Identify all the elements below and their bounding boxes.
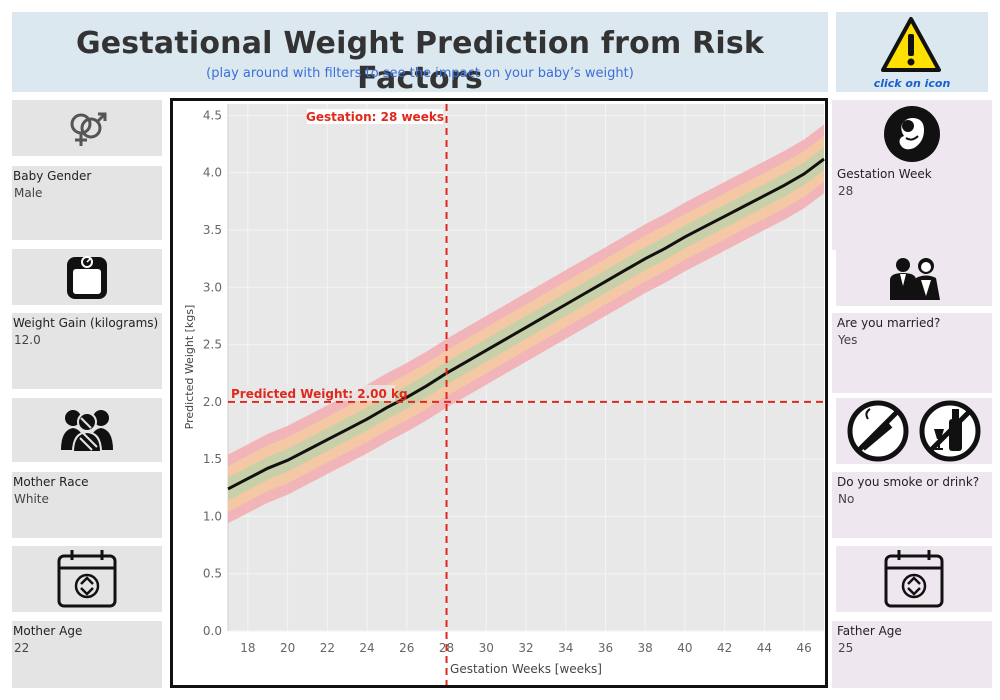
smoke-drink-icon-card	[836, 398, 992, 464]
gender-icon	[70, 112, 107, 146]
mother-race-filter[interactable]: Mother Race White	[12, 472, 162, 538]
y-tick-label: 1.5	[203, 452, 222, 466]
married-icon-card	[836, 250, 992, 306]
baby-gender-icon-card	[12, 100, 162, 156]
weight-gain-filter[interactable]: Weight Gain (kilograms) 12.0	[12, 313, 162, 389]
x-tick-label: 42	[717, 641, 732, 655]
weight-reference-label: Predicted Weight: 2.00 kg	[231, 387, 408, 401]
y-tick-label: 1.0	[203, 509, 222, 523]
weight-gain-value[interactable]: 12.0	[14, 333, 41, 347]
dashboard-header: Gestational Weight Prediction from Risk …	[12, 12, 828, 96]
mother-race-value[interactable]: White	[14, 492, 49, 506]
weight-gain-icon-card	[12, 249, 162, 305]
smoke-drink-label: Do you smoke or drink?	[837, 475, 980, 489]
y-tick-label: 4.5	[203, 108, 222, 122]
y-tick-label: 3.5	[203, 223, 222, 237]
x-tick-label: 34	[558, 641, 573, 655]
mother-age-icon-card	[12, 546, 162, 612]
baby-gender-label: Baby Gender	[13, 169, 92, 183]
gestation-reference-label: Gestation: 28 weeks	[306, 110, 444, 124]
x-axis-title: Gestation Weeks [weeks]	[450, 662, 602, 676]
father-age-label: Father Age	[837, 624, 902, 638]
father-age-value[interactable]: 25	[838, 641, 854, 655]
father-age-filter[interactable]: Father Age 25	[832, 621, 992, 688]
married-filter[interactable]: Are you married? Yes	[832, 313, 992, 393]
calendar-icon	[57, 550, 117, 608]
people-icon	[61, 410, 113, 453]
x-tick-label: 22	[320, 641, 335, 655]
y-tick-label: 3.0	[203, 280, 222, 294]
x-tick-label: 18	[240, 641, 255, 655]
married-value[interactable]: Yes	[838, 333, 858, 347]
baby-gender-filter[interactable]: Baby Gender Male	[12, 166, 162, 240]
warning-card[interactable]: click on icon	[836, 12, 988, 92]
x-tick-label: 30	[479, 641, 494, 655]
x-tick-label: 36	[598, 641, 613, 655]
warning-icon[interactable]	[880, 16, 942, 74]
x-tick-label: 40	[677, 641, 692, 655]
weight-prediction-chart: 0.0 0.5 1.0 1.5 2.0 2.5 3.0 3.5 4.0 4.5 18 20 22 24 2…	[183, 104, 825, 685]
x-tick-label: 20	[280, 641, 295, 655]
x-tick-label: 26	[399, 641, 414, 655]
x-tick-label: 46	[796, 641, 811, 655]
weight-gain-label: Weight Gain (kilograms)	[13, 316, 159, 330]
gestation-week-value[interactable]: 28	[838, 184, 854, 198]
page-title: Gestational Weight Prediction from Risk …	[75, 26, 765, 96]
y-tick-label: 4.0	[203, 166, 222, 180]
warning-label[interactable]: click on icon	[873, 77, 951, 90]
mother-age-label: Mother Age	[13, 624, 83, 638]
x-tick-label: 38	[638, 641, 653, 655]
father-age-icon-card	[836, 546, 992, 612]
page-subtitle: (play around with filters to see the imp…	[206, 66, 634, 81]
predicted-weight-line	[227, 157, 825, 491]
y-axis-title: Predicted Weight [kgs]	[183, 305, 196, 430]
calendar-icon	[884, 550, 944, 608]
smoke-drink-filter[interactable]: Do you smoke or drink? No	[832, 472, 992, 538]
x-tick-label: 28	[439, 641, 454, 655]
scale-icon	[67, 256, 107, 299]
gestation-week-label: Gestation Week	[837, 167, 932, 181]
smoke-drink-value[interactable]: No	[838, 492, 855, 506]
mother-age-filter[interactable]: Mother Age 22	[12, 621, 162, 688]
mother-race-icon-card	[12, 398, 162, 462]
y-tick-label: 0.5	[203, 567, 222, 581]
y-tick-label: 2.5	[203, 338, 222, 352]
chart-panel: 0.0 0.5 1.0 1.5 2.0 2.5 3.0 3.5 4.0 4.5 18 20 22 24 2…	[170, 98, 828, 688]
x-tick-label: 24	[359, 641, 374, 655]
gestation-week-card[interactable]: Gestation Week 28	[832, 100, 992, 250]
x-tick-label: 44	[757, 641, 772, 655]
y-tick-label: 2.0	[203, 395, 222, 409]
mother-race-label: Mother Race	[13, 475, 89, 489]
married-label: Are you married?	[837, 316, 941, 330]
mother-age-value[interactable]: 22	[14, 641, 30, 655]
no-smoke-no-drink-icon	[847, 400, 981, 462]
x-tick-label: 32	[518, 641, 533, 655]
baby-gender-value[interactable]: Male	[14, 186, 43, 200]
y-tick-label: 0.0	[203, 624, 222, 638]
couple-icon	[890, 258, 940, 300]
fetus-icon	[884, 106, 940, 162]
